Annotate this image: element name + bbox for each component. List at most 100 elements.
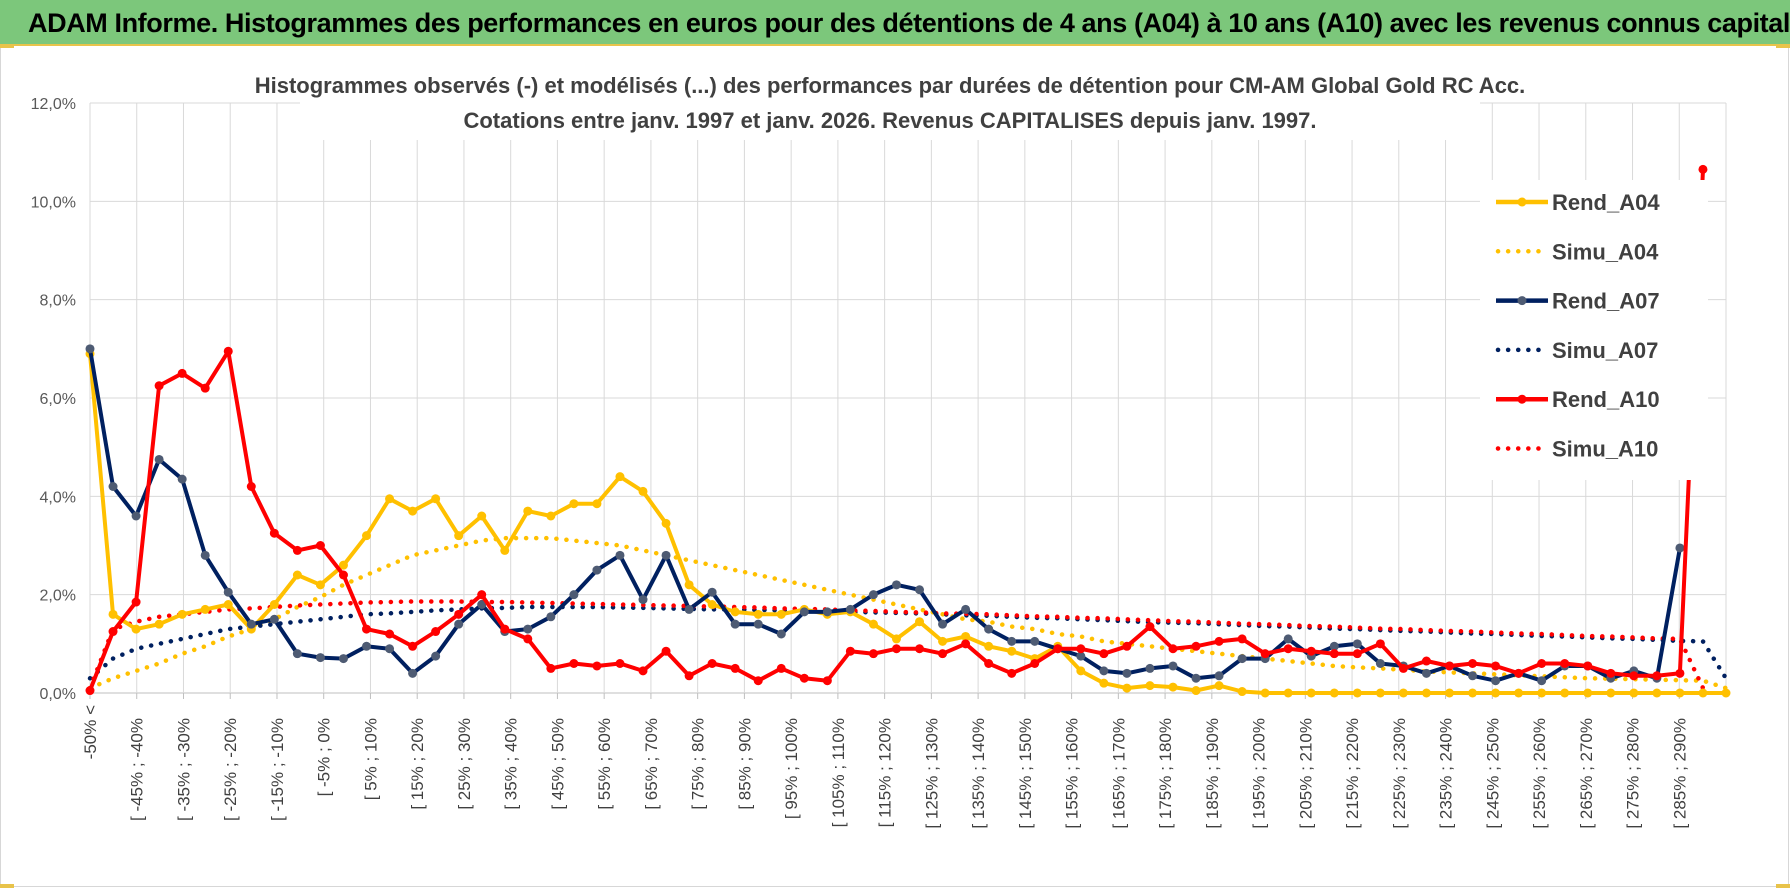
x-tick-label: -50% < — [81, 705, 100, 759]
frame-corner-bl — [0, 884, 14, 888]
x-tick-label: [ 75% ; 80% — [689, 718, 708, 810]
data-point-rend-a04 — [1191, 686, 1201, 696]
data-point-rend-a10 — [246, 482, 256, 491]
x-tick-label: [ 245% ; 250% — [1483, 718, 1502, 829]
data-point-rend-a10 — [868, 649, 878, 659]
data-point-rend-a10 — [1491, 661, 1501, 671]
data-point-rend-a10 — [1191, 641, 1201, 651]
data-point-rend-a10 — [292, 545, 302, 555]
data-point-rend-a07 — [730, 619, 740, 629]
data-point-rend-a07 — [1122, 668, 1132, 678]
data-point-rend-a04 — [1444, 688, 1454, 698]
data-point-rend-a04 — [1237, 687, 1247, 697]
x-tick-label: [ -5% ; 0% — [315, 718, 334, 796]
data-point-rend-a07 — [615, 550, 625, 560]
data-point-rend-a04 — [1007, 646, 1017, 656]
data-point-rend-a07 — [154, 454, 164, 464]
data-point-rend-a04 — [269, 600, 279, 609]
data-point-rend-a10 — [845, 646, 855, 656]
data-point-rend-a07 — [891, 580, 901, 590]
x-tick-label: [ 185% ; 190% — [1203, 718, 1222, 829]
data-point-rend-a10 — [1076, 644, 1086, 654]
data-point-rend-a10 — [1652, 671, 1662, 681]
legend-label-simu-a10: Simu_A10 — [1552, 437, 1658, 462]
data-point-rend-a07 — [753, 619, 763, 629]
data-point-rend-a10 — [223, 346, 233, 356]
data-point-rend-a07 — [1099, 666, 1109, 676]
data-point-rend-a10 — [1468, 659, 1478, 668]
data-point-rend-a10 — [1398, 663, 1408, 673]
x-tick-label: [ 175% ; 180% — [1156, 718, 1175, 829]
x-tick-label: [ 145% ; 150% — [1016, 718, 1035, 829]
data-point-rend-a10 — [85, 686, 95, 696]
chart-series — [85, 164, 1731, 698]
data-point-rend-a04 — [984, 641, 994, 651]
data-point-rend-a10 — [477, 590, 487, 600]
data-point-rend-a07 — [1421, 668, 1431, 678]
data-point-rend-a10 — [984, 659, 994, 668]
data-point-rend-a07 — [1675, 543, 1685, 553]
data-point-rend-a10 — [1560, 659, 1570, 668]
legend-label-rend-a10: Rend_A10 — [1552, 387, 1660, 412]
data-point-rend-a04 — [500, 545, 510, 555]
x-tick-label: [ 235% ; 240% — [1437, 718, 1456, 829]
y-tick-label: 12,0% — [31, 96, 76, 113]
data-point-rend-a04 — [1606, 688, 1616, 698]
report-banner: ADAM Informe. Histogrammes des performan… — [0, 0, 1790, 46]
data-point-rend-a07 — [1076, 651, 1086, 661]
data-point-rend-a04 — [1652, 688, 1662, 698]
title-background — [300, 68, 1480, 140]
y-tick-label: 6,0% — [40, 391, 76, 408]
y-tick-label: 10,0% — [31, 194, 76, 211]
data-point-rend-a10 — [338, 570, 348, 580]
chart-subtitle: Cotations entre janv. 1997 et janv. 2026… — [463, 108, 1316, 133]
data-point-rend-a07 — [776, 629, 786, 639]
data-point-rend-a07 — [569, 590, 579, 600]
data-point-rend-a10 — [200, 383, 210, 393]
series-line-simu-a04 — [87, 535, 1729, 691]
data-point-rend-a10 — [1375, 639, 1385, 649]
legend-label-simu-a04: Simu_A04 — [1552, 239, 1659, 264]
data-point-rend-a04 — [1537, 688, 1547, 698]
data-point-rend-a10 — [1168, 644, 1178, 654]
x-tick-label: [ 155% ; 160% — [1063, 718, 1082, 829]
data-point-rend-a04 — [1283, 688, 1293, 698]
x-tick-label: [ 95% ; 100% — [782, 718, 801, 819]
y-tick-label: 0,0% — [40, 686, 76, 703]
data-point-rend-a04 — [868, 619, 878, 629]
data-point-rend-a10 — [1698, 164, 1708, 174]
data-point-rend-a07 — [523, 624, 533, 634]
data-point-rend-a04 — [1560, 688, 1570, 698]
y-tick-label: 4,0% — [40, 489, 76, 506]
chart-title: Histogrammes observés (-) et modélisés (… — [255, 73, 1526, 98]
legend-label-rend-a04: Rend_A04 — [1552, 190, 1660, 215]
data-point-rend-a07 — [177, 474, 187, 484]
data-point-rend-a04 — [1122, 683, 1132, 693]
data-point-rend-a07 — [1352, 639, 1362, 649]
data-point-rend-a07 — [1145, 663, 1155, 673]
data-point-rend-a10 — [638, 666, 648, 676]
data-point-rend-a04 — [938, 636, 948, 646]
data-point-rend-a07 — [246, 619, 256, 629]
data-point-rend-a07 — [961, 604, 971, 614]
data-point-rend-a10 — [1122, 641, 1132, 651]
data-point-rend-a04 — [915, 617, 925, 627]
y-tick-label: 2,0% — [40, 588, 76, 605]
series-line-rend-a07 — [88, 348, 1682, 683]
data-point-rend-a04 — [292, 570, 302, 580]
data-point-rend-a10 — [891, 644, 901, 654]
data-point-rend-a04 — [1099, 678, 1109, 688]
data-point-rend-a10 — [1583, 661, 1593, 671]
x-tick-label: [ -25% ; -20% — [221, 718, 240, 821]
data-point-rend-a10 — [523, 634, 533, 644]
data-point-rend-a04 — [730, 607, 740, 617]
data-point-rend-a04 — [1214, 681, 1224, 691]
data-point-rend-a04 — [707, 600, 717, 609]
x-tick-label: [ 105% ; 110% — [829, 718, 848, 827]
data-point-rend-a04 — [776, 609, 786, 619]
data-point-rend-a04 — [477, 511, 487, 521]
data-point-rend-a07 — [638, 595, 648, 605]
data-point-rend-a04 — [1421, 688, 1431, 698]
x-tick-label: [ 275% ; 280% — [1624, 718, 1643, 829]
data-point-rend-a04 — [454, 531, 464, 541]
